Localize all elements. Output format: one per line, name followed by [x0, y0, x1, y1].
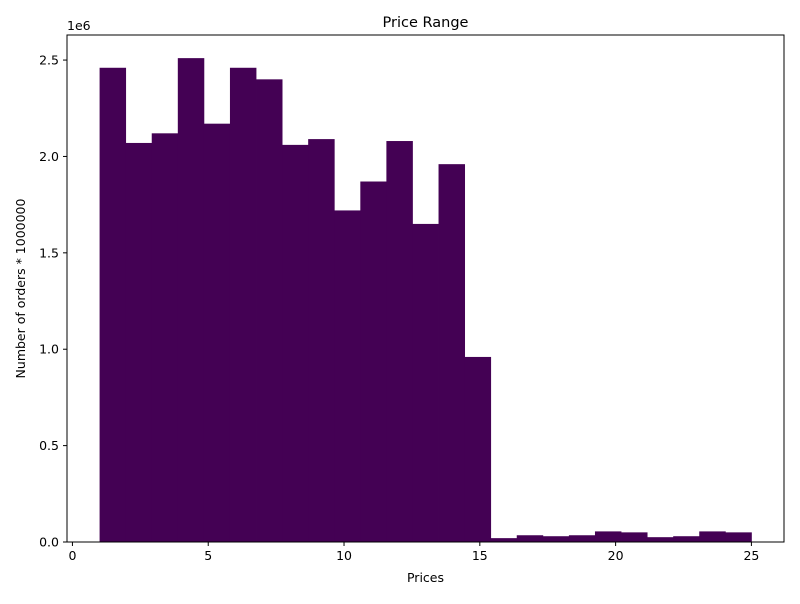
x-tick-label: 0 — [68, 548, 76, 563]
histogram-bar — [282, 145, 308, 542]
histogram-bar — [647, 537, 673, 542]
y-tick-label: 2.5 — [39, 53, 59, 68]
x-axis-label: Prices — [407, 570, 444, 585]
y-tick-label: 0.0 — [39, 535, 59, 550]
histogram-bar — [673, 536, 699, 542]
y-tick-label: 1.0 — [39, 342, 59, 357]
y-tick-label: 2.0 — [39, 149, 59, 164]
histogram-bar — [465, 357, 491, 542]
histogram-bar — [699, 531, 725, 542]
y-tick-label: 0.5 — [39, 438, 59, 453]
histogram-bar — [543, 536, 569, 542]
chart-title: Price Range — [383, 15, 469, 31]
histogram-bar — [439, 164, 465, 542]
histogram-bar — [360, 182, 386, 542]
x-tick-label: 10 — [336, 548, 352, 563]
histogram-bar — [256, 79, 282, 542]
histogram-bar — [152, 133, 178, 542]
histogram-bar — [308, 139, 334, 542]
x-tick-label: 20 — [608, 548, 624, 563]
histogram-bar — [595, 531, 621, 542]
histogram-bar — [334, 210, 360, 542]
y-tick-label: 1.5 — [39, 245, 59, 260]
histogram-bar — [100, 68, 126, 542]
y-axis-label: Number of orders * 1000000 — [13, 198, 28, 378]
histogram-bar — [412, 224, 438, 542]
histogram-bar — [204, 124, 230, 542]
histogram-bar — [725, 532, 751, 542]
histogram-bar — [569, 535, 595, 542]
x-tick-label: 5 — [204, 548, 212, 563]
x-tick-label: 25 — [743, 548, 759, 563]
histogram-bar — [517, 535, 543, 542]
histogram-bar — [126, 143, 152, 542]
histogram-bar — [386, 141, 412, 542]
x-tick-label: 15 — [472, 548, 488, 563]
histogram-bar — [230, 68, 256, 542]
y-axis-offset-label: 1e6 — [67, 18, 91, 33]
histogram-bar — [178, 58, 204, 542]
histogram-bar — [491, 538, 517, 542]
histogram-bar — [621, 532, 647, 542]
